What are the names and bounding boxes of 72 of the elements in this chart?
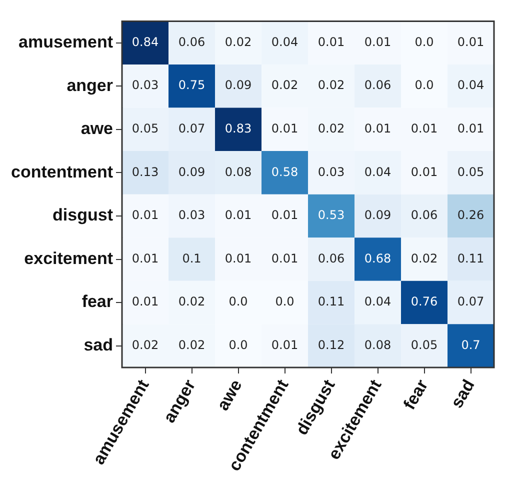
data-label: 0.13 [132, 164, 159, 179]
data-label: 0.08 [364, 338, 392, 352]
data-label: 0.84 [132, 34, 159, 49]
y-tick-label: disgust [52, 206, 114, 225]
data-label: 0.01 [410, 164, 438, 179]
data-label: 0.01 [132, 251, 159, 266]
data-label: 0.02 [178, 338, 206, 352]
data-label: 0.02 [410, 251, 438, 266]
data-label: 0.03 [178, 208, 206, 222]
data-label: 0.05 [132, 122, 159, 136]
data-label: 0.0 [414, 34, 434, 49]
data-label: 0.01 [364, 122, 392, 136]
data-label: 0.1 [182, 251, 202, 266]
data-label: 0.06 [410, 208, 438, 222]
data-label: 0.01 [271, 251, 298, 266]
y-tick-label: contentment [11, 162, 114, 182]
y-tick-label: anger [66, 76, 114, 95]
data-label: 0.09 [178, 164, 206, 179]
data-label: 0.02 [318, 122, 345, 136]
data-label: 0.83 [224, 122, 252, 136]
data-label: 0.0 [275, 294, 294, 309]
y-tick-label: awe [80, 119, 113, 138]
data-label: 0.08 [224, 164, 252, 179]
data-label: 0.06 [364, 78, 392, 92]
data-label: 0.11 [318, 294, 345, 309]
data-label: 0.06 [318, 251, 345, 266]
data-label: 0.03 [318, 164, 345, 179]
data-label: 0.04 [364, 294, 392, 309]
data-label: 0.01 [271, 338, 298, 352]
data-label: 0.58 [271, 164, 298, 179]
data-label: 0.09 [224, 78, 252, 92]
data-label: 0.53 [318, 208, 345, 222]
data-label: 0.04 [364, 164, 392, 179]
data-label: 0.26 [457, 208, 484, 222]
data-label: 0.07 [457, 294, 484, 309]
data-label: 0.01 [271, 122, 298, 136]
data-label: 0.04 [457, 78, 484, 92]
data-label: 0.12 [318, 338, 345, 352]
data-label: 0.01 [364, 34, 392, 49]
data-label: 0.02 [178, 294, 206, 309]
data-label: 0.02 [224, 34, 252, 49]
y-tick-label: excitement [24, 248, 114, 268]
data-label: 0.01 [457, 122, 484, 136]
data-label: 0.02 [132, 338, 159, 352]
data-label: 0.01 [410, 122, 438, 136]
data-label: 0.01 [224, 208, 252, 222]
data-label: 0.06 [178, 34, 206, 49]
data-label: 0.11 [457, 251, 484, 266]
data-label: 0.04 [271, 34, 298, 49]
data-label: 0.01 [271, 208, 298, 222]
data-label: 0.02 [318, 78, 345, 92]
data-label: 0.01 [457, 34, 484, 49]
data-label: 0.02 [271, 78, 298, 92]
data-label: 0.75 [178, 78, 206, 92]
data-label: 0.7 [461, 338, 480, 352]
y-tick-label: sad [84, 336, 113, 355]
data-label: 0.01 [132, 208, 159, 222]
data-label: 0.05 [410, 338, 438, 352]
data-label: 0.07 [178, 122, 206, 136]
data-label: 0.76 [410, 294, 438, 309]
data-label: 0.68 [364, 251, 392, 266]
y-tick-label: fear [82, 292, 114, 312]
data-label: 0.0 [414, 78, 434, 92]
data-label: 0.01 [132, 294, 159, 309]
data-label: 0.0 [228, 338, 248, 352]
data-label: 0.01 [224, 251, 252, 266]
data-label: 0.05 [457, 164, 484, 179]
data-label: 0.0 [228, 294, 248, 309]
data-label: 0.09 [364, 208, 392, 222]
data-label: 0.01 [318, 34, 345, 49]
data-label: 0.03 [132, 78, 159, 92]
y-tick-label: amusement [18, 32, 114, 52]
